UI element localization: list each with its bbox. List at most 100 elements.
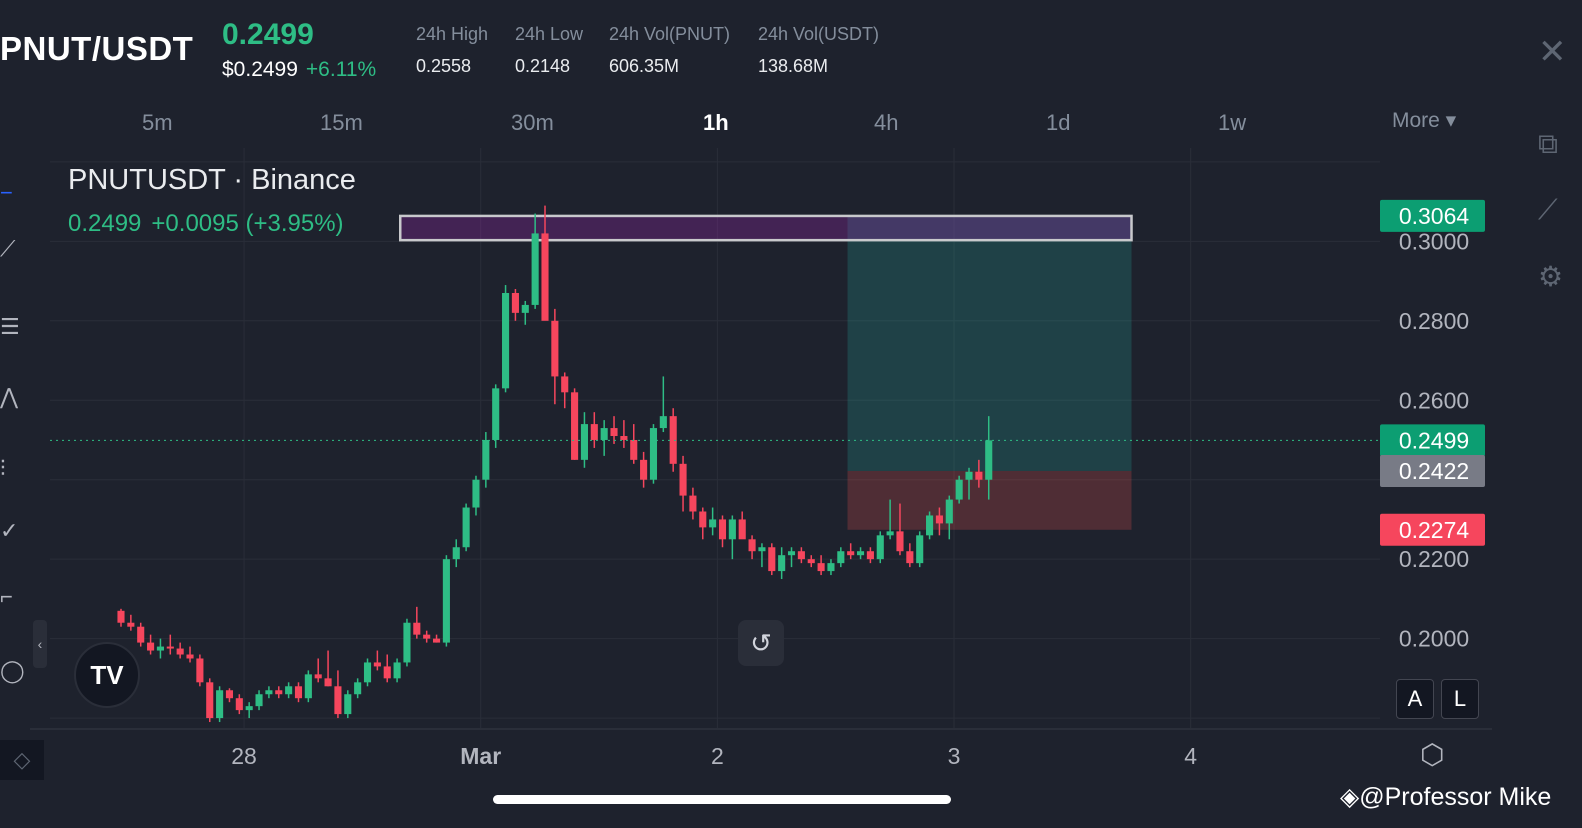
watermark-text: @Professor Mike (1359, 783, 1552, 811)
candle-body (442, 559, 450, 643)
legend-values: 0.2499 +0.0095 (+3.95%) (68, 210, 354, 238)
candle-body (472, 479, 480, 508)
candle-body (176, 648, 184, 655)
candle-body (235, 698, 243, 711)
fib-tool-icon[interactable]: ☰ (0, 314, 20, 339)
candle-body (610, 428, 618, 437)
x-tick-label: 4 (1184, 743, 1197, 769)
stat-vol-quote-label: 24h Vol(USDT) (758, 24, 880, 44)
chart-type-icon[interactable]: ⟋ (1538, 194, 1558, 225)
candle-body (649, 428, 658, 480)
candle-body (452, 547, 460, 560)
candle-body (876, 535, 884, 560)
candle-body (580, 424, 588, 460)
candle-body (709, 519, 717, 528)
candle-body (314, 674, 322, 679)
candle-body (571, 392, 579, 460)
candle-body (502, 293, 510, 389)
measure-tool-icon[interactable]: ⫶ (0, 456, 6, 481)
close-icon[interactable]: ✕ (1538, 33, 1567, 71)
candle-body (216, 690, 224, 719)
candle-body (225, 690, 234, 699)
position-zones (398, 214, 1133, 530)
candle-body (679, 463, 687, 496)
candle-body (541, 233, 549, 321)
candle-body (373, 662, 381, 667)
candle-body (728, 519, 736, 540)
candle-body (935, 515, 943, 524)
eraser-tool-icon[interactable]: ◇ (0, 740, 44, 780)
reset-chart-button[interactable]: ↺ (738, 620, 784, 666)
candle-body (748, 539, 756, 552)
tf-5m[interactable]: 5m (142, 110, 173, 135)
candle-body (620, 436, 628, 440)
candle-body (206, 682, 214, 719)
candle-body (413, 622, 421, 635)
candle-body (166, 646, 174, 649)
tradingview-logo[interactable]: TV (74, 642, 140, 708)
candle-body (817, 563, 825, 572)
candle-body (669, 416, 677, 464)
candle-body (718, 519, 727, 540)
candle-body (778, 555, 786, 572)
trendline-tool-icon[interactable]: ⟋ (0, 236, 16, 261)
tf-15m[interactable]: 15m (320, 110, 363, 135)
candle-body (403, 622, 411, 663)
candle-body (137, 626, 145, 643)
text-tool-icon[interactable]: ⌐ (0, 584, 13, 609)
candle-body (699, 511, 707, 528)
candle-body (393, 662, 401, 679)
pair-title[interactable]: PNUT/USDT (0, 30, 194, 67)
candle-body (787, 551, 796, 556)
cursor-tool-icon[interactable]: − (0, 180, 13, 205)
pattern-tool-icon[interactable]: ⋀ (0, 384, 19, 409)
tf-30m[interactable]: 30m (511, 110, 554, 135)
price-badge-text-entry: 0.2422 (1399, 458, 1469, 484)
tf-1d[interactable]: 1d (1046, 110, 1071, 135)
usd-price: $0.2499 (222, 58, 298, 81)
candle-body (344, 694, 352, 715)
candle-body (511, 293, 519, 313)
candle-body (847, 551, 855, 556)
candle-body (916, 535, 924, 564)
indicators-icon[interactable]: ⧉ (1538, 128, 1558, 159)
candle-body (955, 479, 963, 500)
candle-body (896, 531, 904, 552)
chart-settings-icon[interactable]: ⬡ (1420, 739, 1445, 770)
candle-body (827, 563, 835, 572)
legend-title: PNUTUSDT · Binance (68, 164, 356, 196)
settings-gear-icon[interactable]: ⚙ (1538, 261, 1564, 292)
take-profit-zone (847, 215, 1132, 471)
tf-4h[interactable]: 4h (874, 110, 899, 135)
candle-body (285, 686, 293, 695)
auto-scale-button[interactable]: A (1396, 679, 1434, 719)
y-tick-label: 0.2600 (1399, 387, 1469, 413)
candle-body (363, 662, 372, 683)
brush-tool-icon[interactable]: ✓ (0, 518, 19, 543)
candle-body (906, 551, 914, 564)
candle-body (590, 424, 598, 440)
x-tick-label: Mar (460, 743, 501, 769)
candle-body (147, 642, 155, 651)
candle-body (738, 519, 746, 540)
tf-1h[interactable]: 1h (703, 110, 729, 135)
chart-grid (30, 148, 1492, 730)
tf-1w[interactable]: 1w (1218, 110, 1247, 135)
candle-body (245, 706, 253, 711)
change-percent: +6.11% (305, 58, 377, 81)
log-scale-button[interactable]: L (1441, 679, 1479, 719)
home-indicator (493, 795, 951, 804)
more-timeframes-button[interactable]: More ▾ (1392, 109, 1457, 132)
candle-body (758, 547, 766, 552)
zoom-tool-icon[interactable]: ◯ (0, 658, 25, 683)
stat-high-label: 24h High (416, 24, 489, 44)
y-tick-label: 0.3000 (1399, 228, 1469, 254)
candle-body (926, 515, 934, 536)
candle-body (551, 320, 559, 377)
price-axis: 0.3000 0.2800 0.2600 0.2200 0.2000 0.3064 0.24… (1380, 199, 1485, 652)
candle-body (985, 440, 993, 480)
candle-body (837, 551, 845, 564)
candle-body (255, 694, 263, 707)
collapse-toolbar-button[interactable]: ‹ (33, 620, 47, 668)
